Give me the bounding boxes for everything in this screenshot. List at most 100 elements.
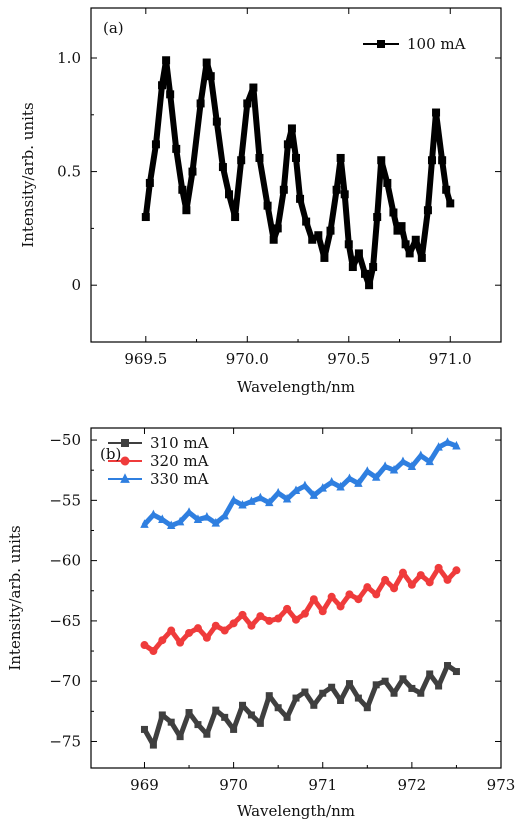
panel-b-x-tick-label: 970 bbox=[219, 776, 248, 794]
panel-b-data-point-310-ma bbox=[221, 714, 228, 721]
panel-a-data-point-100-ma bbox=[442, 186, 450, 194]
panel-a-data-point-100-ma bbox=[333, 186, 341, 194]
panel-a-data-point-100-ma bbox=[383, 179, 391, 187]
panel-b-data-point-320-ma bbox=[221, 627, 229, 635]
panel-b-data-point-320-ma bbox=[435, 564, 443, 572]
panel-a-data-point-100-ma bbox=[302, 218, 310, 226]
panel-b-data-point-310-ma bbox=[186, 709, 193, 716]
panel-b-data-point-310-ma bbox=[293, 695, 300, 702]
panel-b-data-point-310-ma bbox=[168, 719, 175, 726]
panel-b-data-point-320-ma bbox=[176, 639, 184, 647]
panel-a-ticks: 969.5 970.0 970.5 971.000.51.0 bbox=[57, 8, 501, 368]
panel-a-data-point-100-ma bbox=[327, 227, 335, 235]
panel-b-data-point-320-ma bbox=[167, 627, 175, 635]
panel-b-data-point-310-ma bbox=[444, 662, 451, 669]
panel-b-legend-label-330-ma: 330 mA bbox=[150, 470, 209, 488]
panel-b-x-tick-label: 971 bbox=[308, 776, 337, 794]
panel-a-data-point-100-ma bbox=[178, 186, 186, 194]
panel-b-data-point-310-ma bbox=[150, 742, 157, 749]
panel-b-data-point-310-ma bbox=[239, 702, 246, 709]
panel-b-data-point-310-ma bbox=[275, 704, 282, 711]
panel-a-y-axis-label: Intensity/arb. units bbox=[19, 102, 37, 247]
panel-a-legend: 100 mA bbox=[363, 35, 466, 53]
panel-b-data-point-320-ma bbox=[319, 607, 327, 615]
panel-a-data-point-100-ma bbox=[213, 118, 221, 126]
panel-b-data-point-320-ma bbox=[149, 647, 157, 655]
panel-a-data-point-100-ma bbox=[349, 263, 357, 271]
panel-b-data-point-310-ma bbox=[408, 685, 415, 692]
panel-b-data-point-320-ma bbox=[345, 590, 353, 598]
panel-a-data-point-100-ma bbox=[142, 213, 150, 221]
panel-b-y-tick-label: −50 bbox=[49, 431, 81, 449]
panel-a-data-point-100-ma bbox=[296, 195, 304, 203]
panel-a-data-point-100-ma bbox=[369, 263, 377, 271]
panel-b-data-point-310-ma bbox=[159, 711, 166, 718]
panel-b: 969 970 971 972 973−75−70−65−60−55−50 310 mA… bbox=[6, 428, 515, 820]
panel-a-data-point-100-ma bbox=[365, 281, 373, 289]
panel-b-data-point-310-ma bbox=[212, 707, 219, 714]
panel-b-data-point-310-ma bbox=[266, 692, 273, 699]
panel-b-data-point-320-ma bbox=[212, 622, 220, 630]
panel-b-legend-label-310-ma: 310 mA bbox=[150, 434, 209, 452]
panel-b-data-point-310-ma bbox=[382, 678, 389, 685]
panel-b-series-line-320-ma bbox=[145, 568, 457, 651]
panel-a-data-point-100-ma bbox=[292, 154, 300, 162]
panel-a-data-point-100-ma bbox=[337, 154, 345, 162]
panel-b-data-point-320-ma bbox=[328, 593, 336, 601]
panel-b-data-point-310-ma bbox=[248, 711, 255, 718]
panel-b-data-point-320-ma bbox=[194, 624, 202, 632]
panel-b-data-point-310-ma bbox=[301, 689, 308, 696]
panel-a-data-point-100-ma bbox=[255, 154, 263, 162]
panel-b-data-point-310-ma bbox=[453, 668, 460, 675]
panel-b-series-line-310-ma bbox=[145, 666, 457, 746]
panel-a-data-point-100-ma bbox=[237, 156, 245, 164]
panel-b-y-tick-label: −75 bbox=[49, 732, 81, 750]
panel-b-x-axis-label: Wavelength/nm bbox=[237, 802, 355, 820]
panel-b-data-point-320-ma bbox=[363, 583, 371, 591]
panel-b-data-point-310-ma bbox=[284, 714, 291, 721]
panel-a-data-point-100-ma bbox=[406, 249, 414, 257]
panel-b-data-point-320-ma bbox=[247, 622, 255, 630]
panel-a-data-point-100-ma bbox=[320, 254, 328, 262]
panel-b-data-point-310-ma bbox=[355, 695, 362, 702]
panel-a-data-point-100-ma bbox=[182, 206, 190, 214]
panel-b-data-point-330-ma bbox=[185, 507, 193, 516]
panel-b-data-point-320-ma bbox=[301, 610, 309, 618]
panel-b-data-point-320-ma bbox=[283, 605, 291, 613]
panel-b-legend-marker-310-ma bbox=[121, 439, 129, 447]
panel-b-data-point-320-ma bbox=[310, 595, 318, 603]
panel-a-data-point-100-ma bbox=[438, 156, 446, 164]
panel-a-data-point-100-ma bbox=[270, 236, 278, 244]
panel-a-data-point-100-ma bbox=[361, 270, 369, 278]
panel-b-y-axis-label: Intensity/arb. units bbox=[6, 525, 24, 670]
panel-a-data-point-100-ma bbox=[172, 145, 180, 153]
panel-a-data-point-100-ma bbox=[432, 109, 440, 117]
panel-a-data-point-100-ma bbox=[314, 231, 322, 239]
panel-a-data-point-100-ma bbox=[188, 168, 196, 176]
panel-a-data-point-100-ma bbox=[284, 140, 292, 148]
panel-b-data-point-320-ma bbox=[372, 590, 380, 598]
panel-b-y-tick-label: −55 bbox=[49, 491, 81, 509]
panel-b-data-point-320-ma bbox=[140, 641, 148, 649]
panel-b-data-point-310-ma bbox=[337, 697, 344, 704]
panel-b-data-point-320-ma bbox=[256, 612, 264, 620]
panel-b-data-point-310-ma bbox=[141, 726, 148, 733]
panel-a-data-point-100-ma bbox=[197, 99, 205, 107]
panel-a-data-point-100-ma bbox=[428, 156, 436, 164]
panel-b-label: (b) bbox=[100, 445, 121, 463]
panel-b-x-tick-label: 972 bbox=[398, 776, 427, 794]
panel-a-data-point-100-ma bbox=[389, 208, 397, 216]
panel-a-x-tick-label: 971.0 bbox=[429, 350, 472, 368]
panel-a: 969.5 970.0 970.5 971.000.51.0 100 mA (a) W… bbox=[19, 8, 501, 396]
panel-a-data-point-100-ma bbox=[225, 190, 233, 198]
panel-a-data-point-100-ma bbox=[207, 72, 215, 80]
panel-b-data-point-320-ma bbox=[452, 566, 460, 574]
panel-a-y-tick-label: 0 bbox=[71, 276, 81, 294]
panel-b-data-point-320-ma bbox=[417, 571, 425, 579]
panel-b-data-point-310-ma bbox=[364, 704, 371, 711]
panel-b-data-point-320-ma bbox=[203, 634, 211, 642]
panel-a-data-point-100-ma bbox=[280, 186, 288, 194]
panel-a-plot bbox=[142, 56, 454, 289]
panel-b-data-point-320-ma bbox=[239, 611, 247, 619]
